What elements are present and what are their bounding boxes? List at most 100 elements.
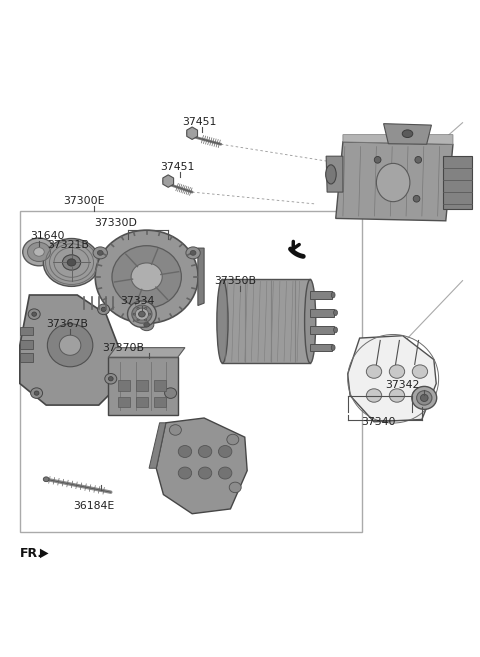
Bar	[20, 327, 33, 335]
Bar	[155, 397, 166, 407]
Polygon shape	[40, 549, 48, 558]
Text: 36184E: 36184E	[73, 501, 115, 511]
Polygon shape	[343, 135, 453, 145]
Text: 37367B: 37367B	[46, 319, 88, 329]
Ellipse shape	[48, 324, 93, 367]
Ellipse shape	[62, 255, 81, 270]
Polygon shape	[20, 295, 118, 405]
Bar	[20, 340, 33, 349]
Ellipse shape	[229, 482, 241, 493]
Text: 37451: 37451	[161, 162, 195, 173]
Ellipse shape	[413, 195, 420, 202]
Polygon shape	[348, 336, 436, 422]
Text: 31640: 31640	[30, 231, 65, 241]
Ellipse shape	[415, 156, 421, 163]
Ellipse shape	[34, 391, 39, 396]
Ellipse shape	[420, 394, 428, 401]
Ellipse shape	[93, 247, 108, 259]
Text: 37370B: 37370B	[102, 344, 144, 353]
Ellipse shape	[163, 177, 173, 185]
Ellipse shape	[97, 250, 103, 256]
Text: 37340: 37340	[361, 417, 396, 426]
Ellipse shape	[186, 247, 200, 259]
Ellipse shape	[128, 301, 156, 327]
Polygon shape	[336, 142, 453, 221]
Ellipse shape	[331, 292, 335, 298]
Ellipse shape	[34, 248, 44, 256]
Text: 37330D: 37330D	[94, 219, 137, 229]
Ellipse shape	[334, 310, 337, 315]
Ellipse shape	[389, 389, 405, 402]
Ellipse shape	[131, 263, 162, 290]
Bar	[310, 309, 334, 317]
Ellipse shape	[67, 259, 76, 266]
FancyBboxPatch shape	[444, 156, 472, 209]
Text: 37334: 37334	[120, 296, 154, 306]
Polygon shape	[149, 423, 166, 468]
Ellipse shape	[27, 242, 50, 261]
Polygon shape	[163, 175, 174, 187]
Ellipse shape	[101, 307, 106, 311]
Bar	[136, 380, 148, 391]
Ellipse shape	[198, 445, 212, 457]
Ellipse shape	[366, 365, 382, 378]
Text: 37451: 37451	[182, 118, 216, 127]
Polygon shape	[156, 418, 247, 514]
Ellipse shape	[28, 309, 40, 319]
Ellipse shape	[218, 467, 232, 479]
Ellipse shape	[31, 388, 43, 398]
Polygon shape	[326, 156, 343, 192]
Ellipse shape	[60, 335, 81, 355]
Ellipse shape	[144, 307, 147, 309]
Ellipse shape	[105, 373, 117, 384]
Ellipse shape	[218, 445, 232, 457]
Ellipse shape	[144, 319, 147, 321]
Bar	[155, 380, 166, 391]
Bar	[222, 279, 310, 363]
Text: 37342: 37342	[385, 380, 420, 390]
Ellipse shape	[137, 307, 139, 309]
Ellipse shape	[366, 389, 382, 402]
Ellipse shape	[139, 311, 145, 317]
Ellipse shape	[389, 365, 405, 378]
Ellipse shape	[43, 238, 100, 286]
Ellipse shape	[135, 308, 149, 320]
Ellipse shape	[376, 164, 410, 202]
Bar	[310, 344, 332, 351]
Ellipse shape	[133, 313, 135, 315]
Polygon shape	[108, 348, 185, 357]
Ellipse shape	[331, 345, 335, 351]
Ellipse shape	[374, 156, 381, 163]
Bar	[20, 353, 33, 362]
Ellipse shape	[402, 130, 413, 137]
Ellipse shape	[95, 230, 198, 323]
Ellipse shape	[178, 467, 192, 479]
Ellipse shape	[305, 279, 316, 363]
Ellipse shape	[227, 434, 239, 445]
Ellipse shape	[169, 424, 181, 435]
Polygon shape	[198, 248, 204, 306]
Polygon shape	[187, 127, 198, 139]
Ellipse shape	[144, 323, 150, 327]
Ellipse shape	[112, 246, 181, 308]
Bar	[118, 397, 130, 407]
Bar	[310, 291, 332, 299]
Text: 37321B: 37321B	[48, 240, 89, 250]
Ellipse shape	[140, 319, 154, 330]
Ellipse shape	[187, 129, 197, 137]
Ellipse shape	[32, 312, 36, 316]
Ellipse shape	[334, 327, 337, 333]
Polygon shape	[384, 124, 432, 145]
Ellipse shape	[108, 376, 113, 381]
Bar	[20, 212, 362, 532]
Ellipse shape	[178, 445, 192, 457]
Ellipse shape	[412, 389, 428, 402]
Ellipse shape	[198, 467, 212, 479]
Ellipse shape	[325, 165, 336, 184]
Ellipse shape	[417, 391, 432, 405]
Bar	[310, 326, 334, 334]
Text: 37350B: 37350B	[214, 277, 256, 286]
Bar	[136, 397, 148, 407]
Ellipse shape	[412, 365, 428, 378]
Text: 37300E: 37300E	[64, 196, 105, 206]
